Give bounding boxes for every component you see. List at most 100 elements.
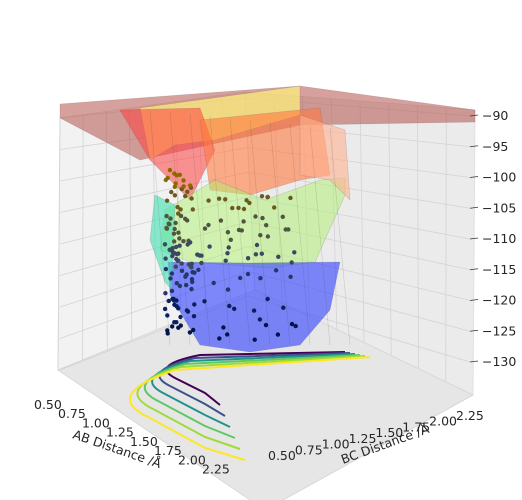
x-tick-label: 1.25 (106, 425, 134, 440)
trajectory-point (164, 198, 170, 203)
trajectory-point (181, 184, 186, 189)
trajectory-point (173, 264, 178, 269)
x-axis-ticks: 0.500.751.001.251.501.752.002.25 (34, 397, 230, 477)
trajectory-point (163, 256, 168, 261)
trajectory-point (195, 252, 200, 257)
trajectory-point (164, 225, 169, 231)
z-tick-mark (469, 360, 479, 363)
trajectory-point (171, 231, 177, 236)
trajectory-point (172, 184, 177, 189)
surface-mesh-line (269, 121, 291, 346)
surface-mesh-line (309, 125, 331, 346)
surface-mesh-line (289, 123, 311, 346)
z-tick-mark (469, 237, 479, 240)
y-tick-label: 1.25 (349, 431, 377, 446)
trajectory-point (206, 198, 211, 203)
trajectory-point (162, 306, 168, 312)
trajectory-point (211, 280, 216, 286)
z-tick-label: −100 (482, 170, 516, 185)
surface-band-salmon (299, 114, 351, 201)
trajectory-point (167, 167, 173, 173)
trajectory-point (286, 227, 291, 232)
trajectory-point (178, 323, 183, 328)
surface-band-red (119, 107, 216, 201)
trajectory-point (172, 226, 177, 232)
trajectory-point (207, 244, 212, 249)
surface-mesh-line (249, 119, 271, 346)
trajectory-point (265, 234, 271, 239)
z-axis-ticks: −90 −95 −100 −105 −110 −115 −120 −125 −130 (469, 108, 516, 369)
trajectory-point (169, 271, 175, 276)
trajectory-point (169, 288, 175, 294)
trajectory-point (257, 317, 263, 322)
trajectory-point (226, 245, 231, 250)
trajectory-point (178, 314, 183, 320)
trajectory-point (265, 195, 270, 200)
trajectory-point (178, 207, 183, 212)
trajectory-point (239, 228, 244, 233)
contour-line (136, 355, 366, 450)
trajectory-point (163, 266, 169, 272)
surface-mesh-line (169, 111, 191, 346)
x-tick-label: 2.00 (178, 452, 206, 467)
trajectory-point (196, 267, 201, 272)
trajectory-point (254, 242, 260, 248)
trajectory-point (177, 283, 183, 289)
x-tick-label: 1.00 (82, 415, 110, 430)
grid-line (82, 114, 84, 361)
z-tick-mark (469, 268, 479, 271)
trajectory-point (292, 250, 297, 255)
trajectory-point (172, 251, 177, 256)
z-tick-label: −95 (482, 139, 508, 154)
surface-mesh-line (149, 109, 171, 346)
grid-line (57, 117, 61, 371)
trajectory-point (217, 336, 222, 341)
trajectory-point (170, 253, 175, 259)
trajectory-point (191, 327, 196, 333)
trajectory-point (221, 325, 226, 330)
trajectory-point (172, 302, 177, 307)
y-tick-label: 2.00 (429, 414, 457, 429)
trajectory-point (245, 271, 251, 277)
trajectory-point (174, 298, 179, 303)
trajectory-point (164, 213, 169, 219)
z-tick-label: −125 (482, 323, 516, 338)
trajectory-point (202, 226, 208, 231)
trajectory-point (165, 328, 170, 333)
z-tick-label: −110 (482, 231, 516, 246)
x-tick-label: 0.50 (34, 397, 62, 412)
trajectory-point (178, 213, 184, 219)
trajectory-point (223, 258, 228, 263)
trajectory-point (253, 252, 259, 257)
trajectory-point (170, 324, 175, 329)
trajectory-point (223, 197, 228, 202)
trajectory-point (245, 256, 251, 261)
trajectory-point (189, 286, 194, 292)
trajectory-point (174, 281, 179, 286)
trajectory-point (281, 305, 286, 310)
trajectory-point (167, 222, 172, 227)
trajectory-point (202, 299, 207, 304)
y-tick-label: 1.75 (402, 419, 430, 434)
trajectory-point (179, 268, 185, 273)
contour-line (129, 356, 371, 461)
trajectory-point (206, 222, 211, 228)
trajectory-point (185, 189, 190, 194)
trajectory-point (181, 178, 186, 183)
surface-mesh-line (189, 113, 211, 346)
trajectory-point (190, 207, 195, 212)
trajectory-point (170, 246, 175, 251)
x-tick-label: 1.50 (130, 434, 158, 449)
trajectory-point (288, 274, 293, 279)
trajectory-point (258, 276, 263, 281)
trajectory-point (293, 323, 298, 329)
y-tick-label: 0.50 (268, 448, 296, 463)
trajectory-point (225, 230, 231, 235)
trajectory-points (162, 167, 298, 342)
y-tick-label: 0.75 (295, 442, 323, 457)
trajectory-point (184, 282, 189, 288)
grid-line (105, 111, 108, 351)
trajectory-point (176, 211, 181, 216)
trajectory-point (272, 205, 277, 210)
